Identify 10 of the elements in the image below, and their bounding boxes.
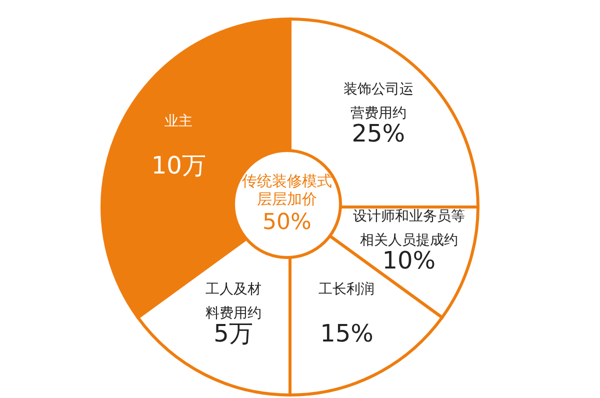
- slice-label: 设计师和业务员等相关人员提成约: [352, 208, 465, 249]
- data-label: 15%: [320, 319, 374, 348]
- data-label: 10%: [382, 246, 436, 275]
- slice-label: 工长利润: [318, 281, 375, 298]
- slice-label: 业主: [164, 113, 193, 130]
- slice-label: 装饰公司运营费用约: [343, 82, 414, 122]
- slice-label: 工人及材料费用约: [205, 281, 262, 322]
- data-label: 25%: [352, 120, 406, 148]
- text: 10万: [151, 151, 206, 180]
- text: 5万: [214, 319, 253, 348]
